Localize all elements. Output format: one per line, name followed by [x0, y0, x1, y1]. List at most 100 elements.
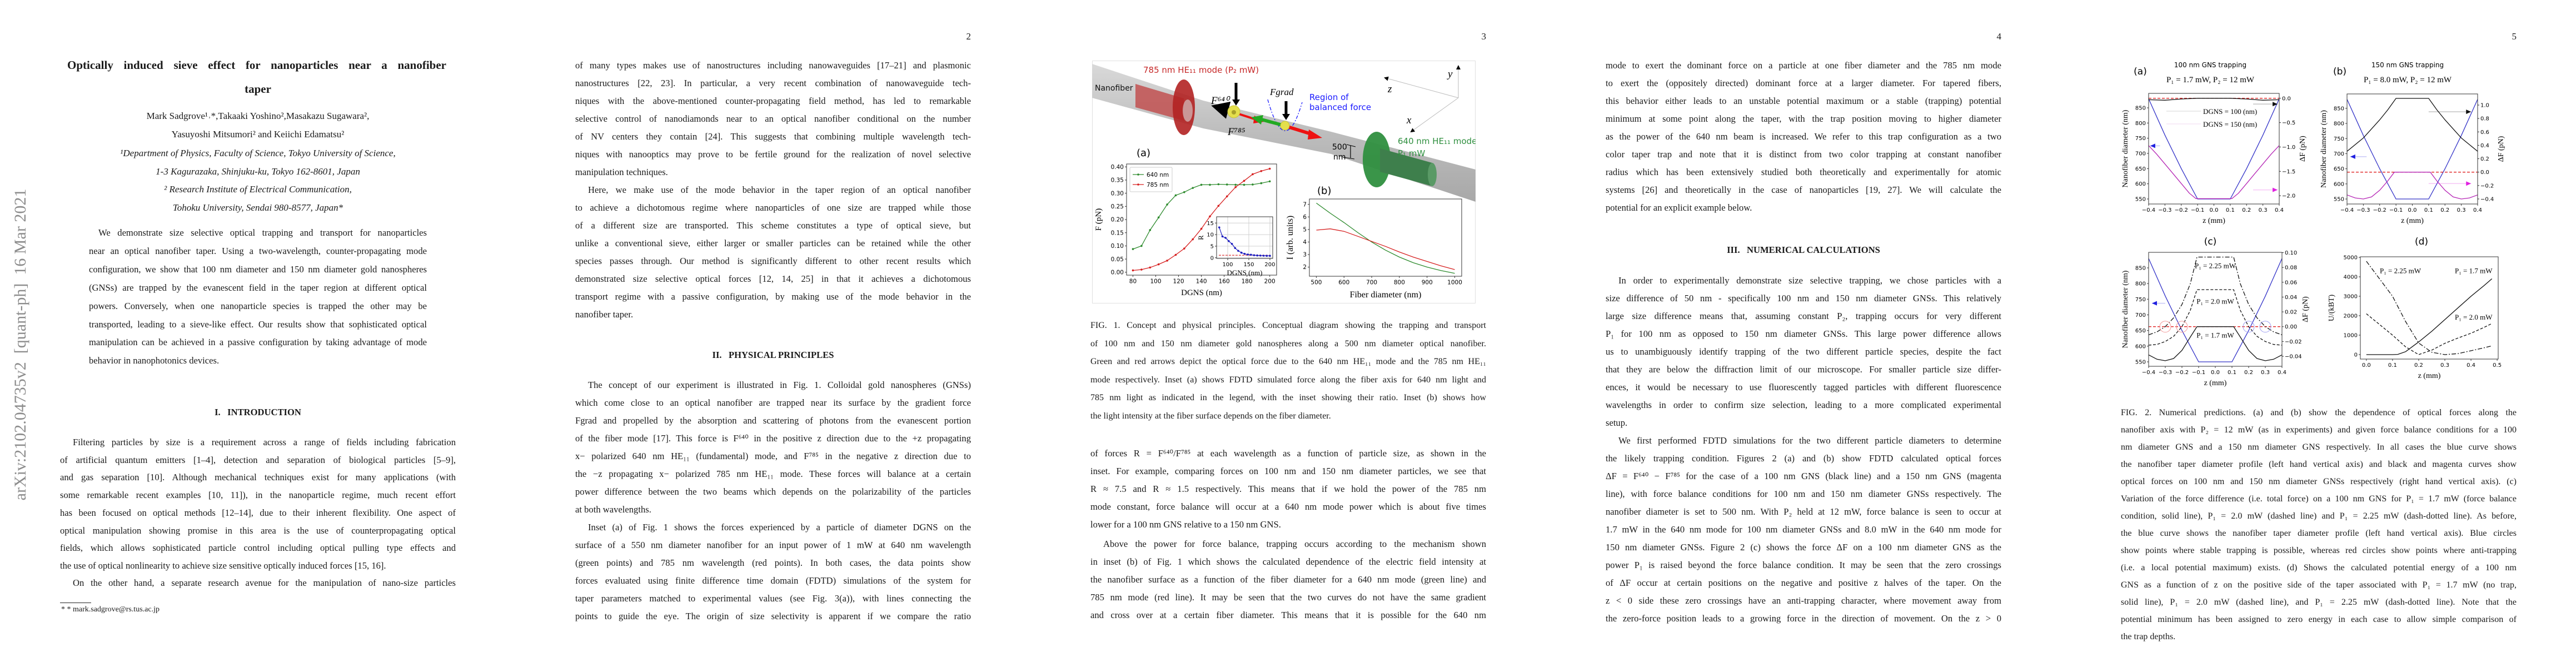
y2-tick-label: 1.0 — [2480, 103, 2489, 109]
region-label-2: balanced force — [1309, 102, 1371, 112]
paragraph-line: forces evaluated using finite difference… — [575, 575, 971, 586]
x-tick-label: −0.3 — [2356, 207, 2370, 213]
paragraph-line: the nanofiber surface as a function of t… — [1090, 574, 1486, 585]
data-point — [1243, 183, 1245, 186]
y-tick-label: 650 — [2334, 166, 2344, 172]
fig1-inset-b: 500 600 700 800 900 1000 2 3 4 5 6 7 Fiber diameter … — [1285, 198, 1462, 300]
data-point — [1230, 242, 1233, 245]
fig2-panel-c: −0.4 −0.3 −0.2 −0.1 0.0 0.1 0.2 0.3 0.4 550 600 650… — [2121, 250, 2310, 387]
y2-tick-label: 0.2 — [2480, 156, 2489, 162]
y2-tick-label: −0.2 — [2480, 183, 2494, 189]
x-axis-label: z (mm) — [2418, 372, 2441, 380]
paragraph-line: of NV centers they contain [24]. This su… — [575, 131, 971, 142]
paragraph-line: selective control of nanodiamonds near t… — [575, 113, 971, 124]
x-tick-label: 0.3 — [2261, 370, 2270, 376]
y2-tick-label: 0.06 — [2285, 280, 2297, 286]
x-tick-label: 120 — [1173, 278, 1184, 285]
data-point — [1209, 183, 1211, 186]
y-tick-label: 700 — [2334, 151, 2344, 157]
data-point — [1259, 254, 1262, 257]
authors-line: Mark Sadgrove¹˒*,Takaaki Yoshino²,Masaka… — [146, 111, 370, 121]
paragraph-line: minimum at some point along the taper, w… — [1606, 113, 2001, 124]
paragraph-line: the use of optical nonlinearity to achie… — [60, 560, 386, 571]
data-point — [1209, 215, 1211, 218]
red-beam-cylinder — [1135, 84, 1184, 121]
y-tick-label: 0.35 — [1111, 177, 1124, 184]
x-axis-label: Fiber diameter (nm) — [1350, 290, 1422, 300]
series-gns150 — [2346, 172, 2478, 200]
y2-tick-label: 0.0 — [2480, 170, 2489, 176]
y-tick-label: 800 — [2135, 121, 2146, 127]
arrow-640-large — [1261, 118, 1283, 127]
y-tick-label: 0.15 — [1111, 230, 1124, 236]
paragraph-line: the zero-force position leads to a growi… — [1606, 613, 2001, 624]
series-gns100 — [2148, 98, 2280, 101]
y-tick-label: 0 — [2354, 352, 2358, 358]
data-point — [1166, 260, 1168, 262]
abstract-line: We demonstrate size selective optical tr… — [98, 227, 427, 238]
y-tick-label: 0 — [1210, 255, 1214, 261]
data-point — [1140, 268, 1143, 271]
y2-tick-label: 0.6 — [2480, 130, 2489, 136]
paragraph-line: mode to exert the dominant force on a pa… — [1606, 60, 2001, 71]
caption-line: Variation of the force difference (i.e. … — [2121, 494, 2517, 504]
x-tick-label: 0.4 — [2473, 207, 2482, 213]
paragraph-line: and gas separation [10]. Although mechan… — [60, 472, 456, 483]
data-point — [1243, 252, 1246, 255]
data-point — [1247, 253, 1249, 256]
y-tick-label: 5 — [1303, 227, 1307, 233]
y-tick-label: 7 — [1303, 201, 1307, 208]
y-tick-label: 2 — [1303, 264, 1307, 271]
data-point — [1217, 205, 1220, 207]
abstract-line: transported, leading to a sieve-like eff… — [89, 318, 427, 330]
paragraph-line: color taper trap and note that it is dis… — [1606, 149, 2001, 160]
data-point — [1192, 187, 1194, 189]
paragraph-line: niques with the above-mentioned counter-… — [575, 96, 971, 106]
data-point — [1218, 226, 1220, 228]
y-tick-label: 4000 — [2344, 275, 2358, 281]
data-point — [1200, 183, 1203, 186]
plot-area — [2360, 257, 2498, 359]
panel-label: (a) — [2134, 66, 2147, 77]
force-785-label: F⁷⁸⁵ — [1227, 126, 1245, 138]
data-point — [1157, 216, 1160, 219]
x-tick-label: −0.1 — [2389, 207, 2403, 213]
y-tick-label: 550 — [2135, 196, 2146, 202]
abstract-line: configuration, we show that 100 nm diame… — [89, 263, 427, 275]
abstract-line: powers. Conversely, when one nanoparticl… — [89, 300, 427, 311]
data-point — [1149, 266, 1152, 269]
y-axis-label: I (arb. units) — [1285, 216, 1295, 260]
y2-axis-label: ΔF (pN) — [2301, 296, 2310, 322]
panel-title: 150 nm GNS trapping — [2371, 61, 2444, 69]
series-p225 — [2148, 256, 2283, 336]
data-point — [1240, 251, 1243, 254]
y2-tick-label: 0.8 — [2480, 116, 2489, 122]
caption-line: FIG. 1. Concept and physical principles.… — [1090, 321, 1486, 330]
green-beam-cylinder — [1380, 148, 1432, 186]
heading-line: III. NUMERICAL CALCULATIONS — [1727, 245, 1880, 255]
curve-label: P₁ = 2.0 mW — [2455, 313, 2493, 321]
paragraph-line: Here, we make use of the mode behavior i… — [588, 185, 971, 195]
x-tick-label: 0.4 — [2278, 370, 2286, 376]
y-tick-label: 800 — [2334, 121, 2344, 127]
series-p225 — [2366, 261, 2492, 355]
curve-label: P₁ = 2.25 mW — [2380, 267, 2421, 275]
left-axis-arrow-head — [2350, 154, 2355, 159]
fig2-panel-b: −0.4 −0.3 −0.2 −0.1 0.0 0.1 0.2 0.3 0.4550600650… — [2320, 93, 2505, 225]
abstract-line: near an optical nanofiber taper. Using a… — [89, 245, 427, 256]
data-point — [1234, 186, 1237, 188]
gold-nanosphere-100nm — [1280, 121, 1290, 131]
page-number: 2 — [966, 31, 971, 42]
data-point — [1260, 182, 1263, 185]
fig2-panel-a: −0.4 −0.3 −0.2 −0.1 0.0 0.1 0.2 0.3 0.4 550 600 650… — [2121, 93, 2307, 225]
y-tick-label: 850 — [2135, 265, 2146, 271]
paragraph-line: demonstrated size selective optical forc… — [575, 273, 971, 284]
data-point — [1253, 254, 1255, 256]
paragraph-line: points to guide the eye. The origin of s… — [575, 611, 971, 621]
paragraph-line: and cross over at a certain fiber diamet… — [1090, 610, 1486, 620]
panel-label-a: (a) — [1137, 147, 1150, 159]
x-axis-label: DGNS (nm) — [1227, 268, 1263, 277]
y-tick-label: 600 — [2334, 181, 2344, 187]
right-axis-arrow-head — [2273, 102, 2278, 107]
plot-area — [2149, 93, 2279, 204]
